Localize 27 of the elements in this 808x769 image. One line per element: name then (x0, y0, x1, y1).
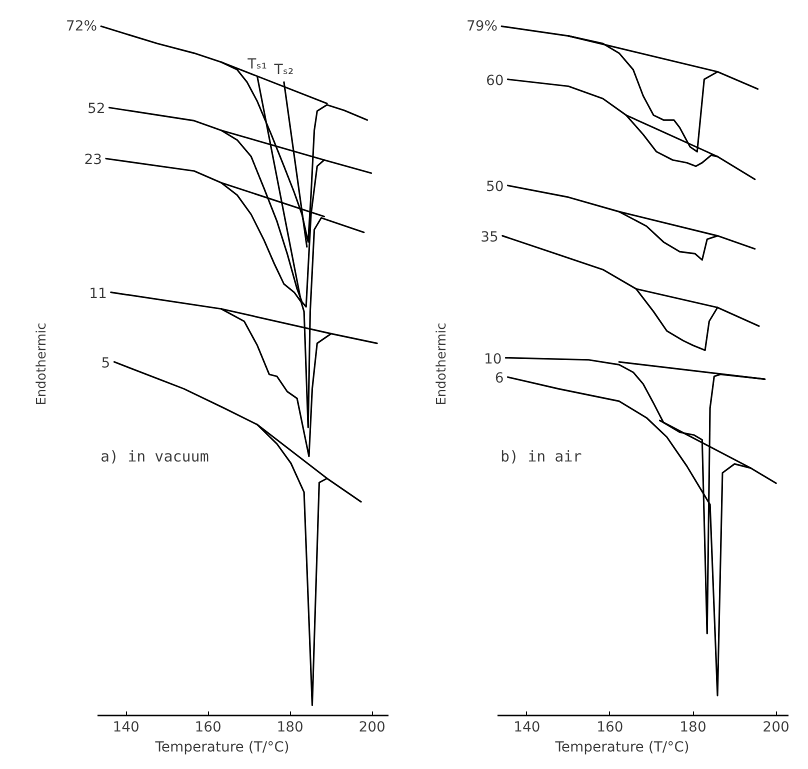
annotation: 35 (480, 229, 498, 246)
annotation: 72% (66, 18, 98, 34)
y-axis-title: Endothermic (34, 322, 50, 406)
annotation: a) in vacuum (100, 448, 209, 466)
x-axis-title: Temperature (T/°C) (554, 740, 690, 756)
x-tick-label: 160 (596, 720, 624, 736)
annotation: Tₛ₁ (246, 56, 267, 73)
x-tick-label: 200 (762, 720, 790, 736)
x-tick-label: 140 (112, 720, 140, 736)
annotation: Tₛ₂ (273, 62, 294, 78)
annotation: 6 (494, 370, 504, 387)
x-tick-label: 180 (276, 720, 304, 736)
annotation: 23 (84, 152, 102, 168)
x-axis-title: Temperature (T/°C) (154, 740, 290, 756)
x-tick-label: 200 (358, 720, 386, 736)
annotation: 52 (87, 101, 106, 118)
x-tick-label: 140 (514, 720, 540, 736)
annotation: 10 (484, 351, 502, 368)
annotation: 60 (486, 72, 504, 89)
annotation: 50 (486, 178, 504, 195)
x-tick-label: 160 (194, 720, 222, 736)
annotation: b) in air (500, 448, 582, 466)
annotation: 11 (89, 286, 107, 302)
x-tick-label: 180 (680, 720, 706, 736)
y-axis-title: Endothermic (434, 322, 450, 406)
annotation: 5 (101, 355, 110, 372)
annotation: 79% (466, 18, 498, 34)
